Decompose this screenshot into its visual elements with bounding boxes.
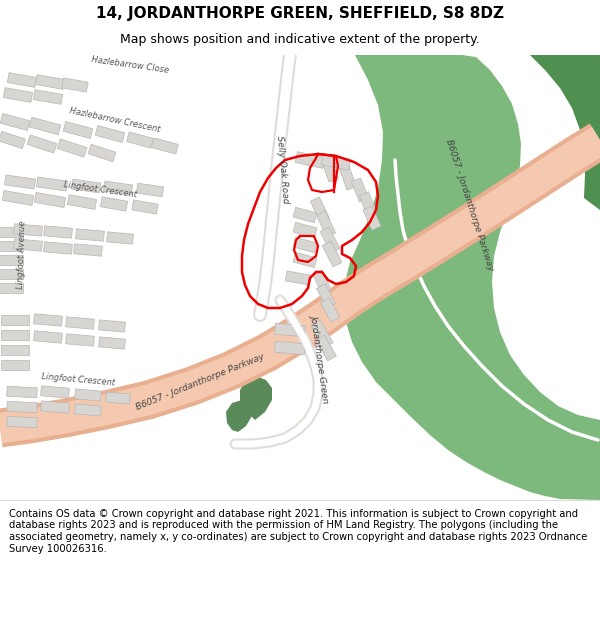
Polygon shape: [76, 229, 104, 241]
Polygon shape: [310, 197, 329, 223]
Polygon shape: [34, 89, 62, 104]
Text: Lingfoot Crescent: Lingfoot Crescent: [63, 181, 137, 199]
Polygon shape: [0, 269, 23, 279]
Text: Hazlebarrow Crescent: Hazlebarrow Crescent: [69, 106, 161, 134]
Polygon shape: [7, 401, 37, 412]
Polygon shape: [98, 320, 125, 332]
Polygon shape: [34, 192, 65, 208]
Polygon shape: [100, 197, 128, 211]
Polygon shape: [95, 126, 125, 142]
Polygon shape: [14, 224, 43, 236]
Polygon shape: [34, 331, 62, 343]
Polygon shape: [107, 232, 133, 244]
Polygon shape: [127, 132, 154, 148]
Text: Selly Oak Road: Selly Oak Road: [275, 136, 289, 204]
Polygon shape: [275, 341, 305, 355]
Text: Jordanthorpe Green: Jordanthorpe Green: [310, 313, 331, 402]
Polygon shape: [132, 200, 158, 214]
Polygon shape: [0, 114, 30, 131]
Polygon shape: [0, 227, 23, 237]
Polygon shape: [41, 386, 70, 398]
Polygon shape: [530, 55, 600, 210]
Polygon shape: [71, 179, 101, 193]
Polygon shape: [152, 138, 178, 154]
Polygon shape: [67, 194, 97, 209]
Polygon shape: [322, 158, 338, 182]
Polygon shape: [74, 404, 101, 416]
Polygon shape: [0, 255, 23, 265]
Polygon shape: [74, 244, 103, 256]
Polygon shape: [1, 330, 29, 340]
Polygon shape: [316, 211, 335, 237]
Polygon shape: [63, 121, 93, 139]
Polygon shape: [44, 242, 73, 254]
Polygon shape: [317, 284, 335, 308]
Polygon shape: [295, 152, 325, 168]
Polygon shape: [0, 241, 23, 251]
Polygon shape: [344, 55, 600, 500]
Polygon shape: [1, 315, 29, 325]
Polygon shape: [320, 227, 340, 253]
Polygon shape: [4, 175, 35, 189]
Polygon shape: [106, 392, 130, 404]
Polygon shape: [57, 139, 87, 157]
Polygon shape: [1, 345, 29, 355]
Polygon shape: [316, 335, 337, 361]
Polygon shape: [7, 386, 37, 398]
Polygon shape: [240, 376, 272, 420]
Polygon shape: [65, 317, 94, 329]
Polygon shape: [62, 78, 88, 92]
Polygon shape: [226, 400, 252, 432]
Polygon shape: [293, 253, 317, 268]
Polygon shape: [351, 178, 369, 202]
Polygon shape: [44, 226, 73, 238]
Text: Contains OS data © Crown copyright and database right 2021. This information is : Contains OS data © Crown copyright and d…: [9, 509, 587, 554]
Polygon shape: [65, 334, 94, 346]
Polygon shape: [4, 88, 32, 103]
Polygon shape: [37, 177, 68, 191]
Text: Hazlebarrow Close: Hazlebarrow Close: [91, 55, 169, 75]
Polygon shape: [98, 337, 125, 349]
Polygon shape: [41, 401, 70, 413]
Polygon shape: [35, 74, 65, 89]
Polygon shape: [293, 238, 317, 252]
Text: B6057 - Jordanthorpe Parkway: B6057 - Jordanthorpe Parkway: [445, 138, 496, 272]
Text: Lingfoot Crescent: Lingfoot Crescent: [41, 372, 115, 388]
Polygon shape: [74, 389, 101, 401]
Polygon shape: [321, 154, 351, 170]
Polygon shape: [293, 222, 317, 238]
Polygon shape: [363, 206, 381, 230]
Polygon shape: [286, 271, 311, 285]
Polygon shape: [0, 131, 25, 149]
Polygon shape: [322, 241, 342, 267]
Text: B6057 - Jordanthorpe Parkway: B6057 - Jordanthorpe Parkway: [134, 352, 266, 412]
Polygon shape: [34, 314, 62, 326]
Polygon shape: [359, 192, 377, 216]
Polygon shape: [293, 208, 317, 222]
Polygon shape: [27, 135, 57, 153]
Polygon shape: [88, 144, 116, 162]
Polygon shape: [320, 298, 340, 322]
Polygon shape: [7, 416, 37, 428]
Polygon shape: [14, 239, 43, 251]
Polygon shape: [2, 191, 34, 206]
Text: 14, JORDANTHORPE GREEN, SHEFFIELD, S8 8DZ: 14, JORDANTHORPE GREEN, SHEFFIELD, S8 8D…: [96, 6, 504, 21]
Text: Lingfoot Avenue: Lingfoot Avenue: [16, 221, 28, 289]
Polygon shape: [275, 323, 305, 337]
Polygon shape: [103, 181, 133, 195]
Polygon shape: [7, 72, 37, 88]
Polygon shape: [313, 270, 331, 294]
Polygon shape: [340, 166, 356, 190]
Polygon shape: [1, 360, 29, 370]
Text: Map shows position and indicative extent of the property.: Map shows position and indicative extent…: [120, 33, 480, 46]
Polygon shape: [0, 283, 23, 293]
Polygon shape: [136, 183, 164, 197]
Polygon shape: [311, 320, 333, 348]
Polygon shape: [29, 118, 61, 135]
